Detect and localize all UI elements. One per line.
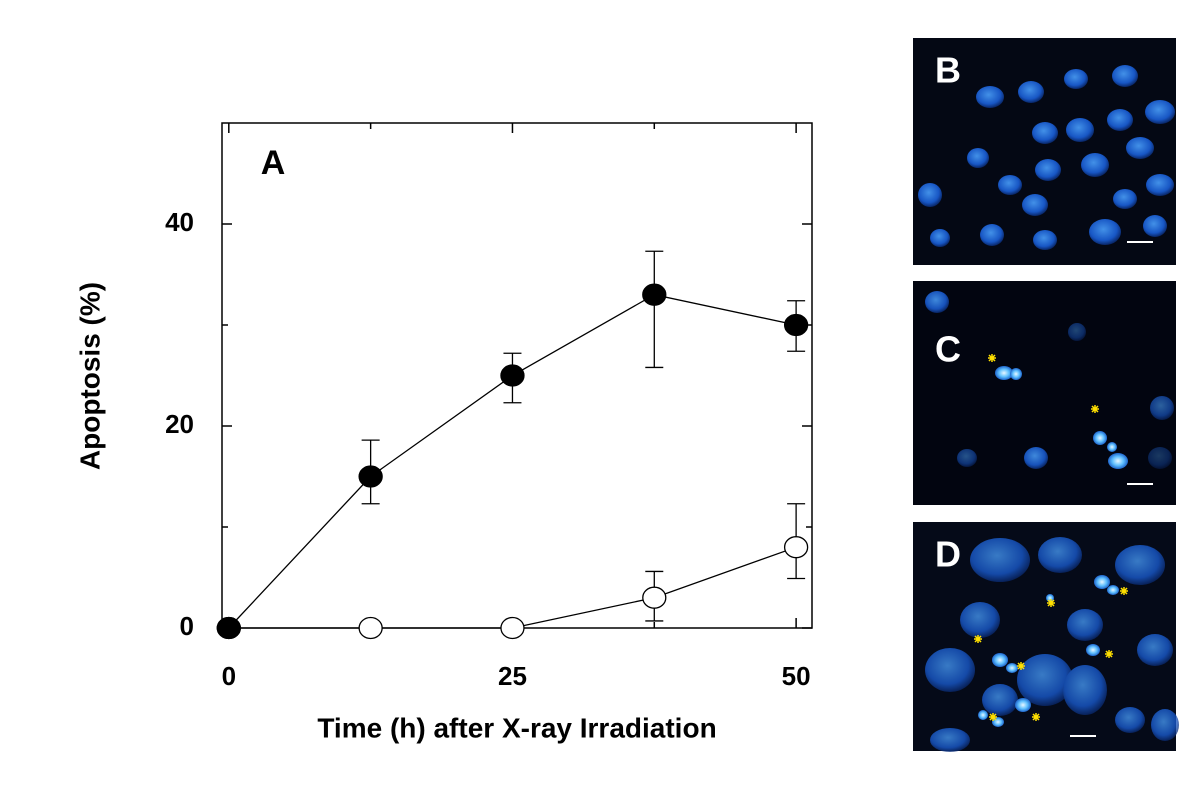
data-point [358, 616, 383, 640]
micrograph-b: B [913, 38, 1176, 265]
series-line [228, 546, 797, 629]
panel-label: A [261, 144, 286, 182]
data-point [642, 586, 667, 609]
micrograph-d: D [913, 522, 1179, 752]
data-point [783, 536, 809, 559]
panel-label: B [935, 50, 961, 91]
data-point [783, 313, 809, 337]
micrograph-c: C [913, 281, 1176, 505]
panel-label: D [935, 534, 961, 575]
x-tick-label: 25 [498, 661, 527, 691]
y-tick-label: 0 [180, 611, 194, 641]
x-tick-label: 50 [782, 661, 811, 691]
data-point [358, 465, 383, 488]
y-tick-label: 40 [165, 207, 194, 237]
data-point [216, 616, 241, 640]
x-tick-label: 0 [222, 661, 236, 691]
y-axis-label: Apoptosis (%) [74, 282, 105, 470]
data-point [642, 283, 667, 306]
error-bar [645, 250, 664, 369]
data-point [500, 616, 525, 640]
data-point [500, 364, 525, 387]
y-tick-label: 20 [165, 409, 194, 439]
x-axis-label: Time (h) after X-ray Irradiation [317, 712, 716, 743]
panel-label: C [935, 329, 961, 370]
